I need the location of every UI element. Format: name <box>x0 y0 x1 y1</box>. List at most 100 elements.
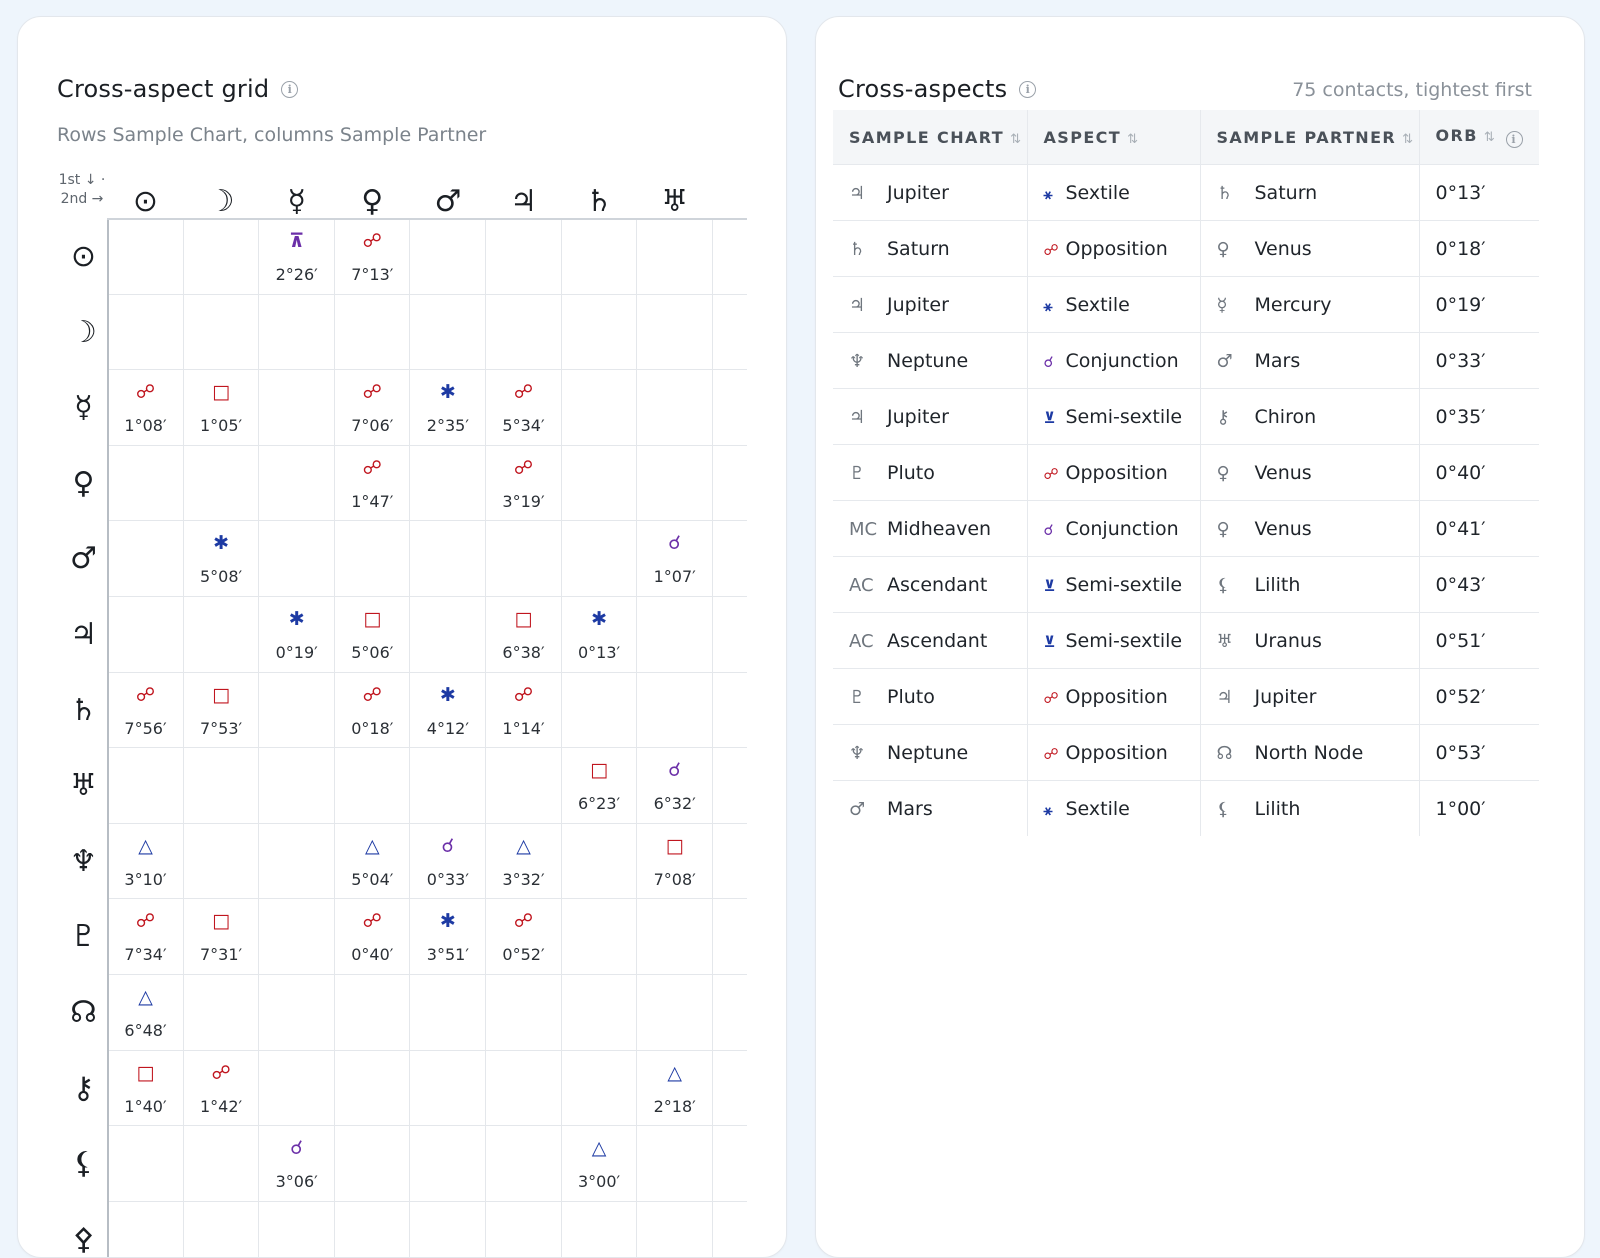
orb-cell: 0°18′ <box>1419 221 1539 277</box>
column-header-aspect[interactable]: ASPECT ⇅ <box>1027 110 1200 165</box>
aspect-cell: ⚹ Sextile <box>1027 277 1200 333</box>
aspect-cell[interactable]: ☍ 0°40′ <box>334 898 411 975</box>
sort-icon[interactable]: ⇅ <box>1010 132 1021 147</box>
opposition-icon: ☍ <box>107 380 184 404</box>
conjunction-icon: ☌ <box>409 834 486 858</box>
aspect-cell[interactable]: △ 5°04′ <box>334 823 411 900</box>
aspects-table: SAMPLE CHART ⇅ ASPECT ⇅ SAMPLE PARTNER ⇅ OR… <box>833 110 1539 836</box>
square-icon: □ <box>107 1061 184 1085</box>
table-row[interactable]: ♆ Neptune ☍ Opposition ☊ North Node 0°53′ <box>833 725 1539 781</box>
aspect-cell[interactable]: ☍ 7°06′ <box>334 369 411 446</box>
table-row[interactable]: ♃ Jupiter ⊻ Semi-sextile ⚷ Chiron 0°35′ <box>833 389 1539 445</box>
aspect-icon: ⚹ <box>1044 297 1066 315</box>
aspect-cell[interactable]: □ 1°05′ <box>183 369 260 446</box>
table-row[interactable]: ♆ Neptune ☌ Conjunction ♂ Mars 0°33′ <box>833 333 1539 389</box>
orb-cell: 0°53′ <box>1419 725 1539 781</box>
trine-icon: △ <box>334 834 411 858</box>
planet-icon: ♀ <box>1217 463 1255 484</box>
aspect-cell[interactable]: ☍ 0°52′ <box>485 898 562 975</box>
info-icon[interactable]: i <box>1019 81 1036 98</box>
table-row[interactable]: ♂ Mars ⚹ Sextile ⚸ Lilith 1°00′ <box>833 781 1539 837</box>
table-row[interactable]: AC Ascendant ⊻ Semi-sextile ⚸ Lilith 0°43′ <box>833 557 1539 613</box>
aspect-cell[interactable]: ☍ 1°08′ <box>107 369 184 446</box>
orb-value: 0°53′ <box>1436 742 1486 764</box>
column-header-sample-chart[interactable]: SAMPLE CHART ⇅ <box>833 110 1027 165</box>
aspect-cell[interactable]: ☍ 1°47′ <box>334 445 411 522</box>
sort-icon[interactable]: ⇅ <box>1484 130 1495 145</box>
square-icon: □ <box>636 834 713 858</box>
aspect-cell[interactable]: △ 3°32′ <box>485 823 562 900</box>
info-icon[interactable]: i <box>1506 131 1523 148</box>
aspect-cell[interactable]: □ 6°38′ <box>485 596 562 673</box>
aspect-cell[interactable]: ☍ 1°42′ <box>183 1050 260 1127</box>
table-row[interactable]: ♃ Jupiter ⚹ Sextile ♄ Saturn 0°13′ <box>833 165 1539 221</box>
table-row[interactable]: ♄ Saturn ☍ Opposition ♀ Venus 0°18′ <box>833 221 1539 277</box>
aspect-icon: ⚹ <box>1044 185 1066 203</box>
table-row[interactable]: ♇ Pluto ☍ Opposition ♀ Venus 0°40′ <box>833 445 1539 501</box>
aspect-cell: ☍ Opposition <box>1027 445 1200 501</box>
aspect-cell[interactable]: □ 7°31′ <box>183 898 260 975</box>
grid-row-header: ⚷ <box>61 1050 106 1127</box>
aspect-cell[interactable]: □ 1°40′ <box>107 1050 184 1127</box>
sextile-icon: ✱ <box>409 380 486 404</box>
sample-partner-cell: ☿ Mercury <box>1200 277 1419 333</box>
grid-row-header: ☽ <box>61 294 106 371</box>
aspect-icon: ⊻ <box>1044 633 1066 651</box>
aspect-cell[interactable]: ✱ 5°08′ <box>183 520 260 597</box>
aspect-orb: 0°40′ <box>334 945 411 965</box>
opposition-icon: ☍ <box>485 380 562 404</box>
planet-name: Pluto <box>887 686 935 708</box>
aspect-cell: ☌ Conjunction <box>1027 333 1200 389</box>
planet-name: Ascendant <box>887 574 987 596</box>
table-row[interactable]: ♇ Pluto ☍ Opposition ♃ Jupiter 0°52′ <box>833 669 1539 725</box>
aspect-cell[interactable]: ☌ 6°32′ <box>636 747 713 824</box>
sort-icon[interactable]: ⇅ <box>1127 132 1138 147</box>
table-row[interactable]: AC Ascendant ⊻ Semi-sextile ♅ Uranus 0°51′ <box>833 613 1539 669</box>
grid-row-header: ⚴ <box>61 1201 106 1258</box>
aspect-cell[interactable]: △ 2°18′ <box>636 1050 713 1127</box>
aspect-cell[interactable]: ✱ 0°13′ <box>561 596 638 673</box>
planet-icon: ⚸ <box>1217 575 1255 596</box>
info-icon[interactable]: i <box>281 81 298 98</box>
aspect-orb: 6°38′ <box>485 643 562 663</box>
aspect-cell[interactable]: ⊼ 2°26′ <box>258 218 335 295</box>
aspect-cell[interactable]: ☍ 1°14′ <box>485 672 562 749</box>
aspect-cell[interactable]: ☍ 7°56′ <box>107 672 184 749</box>
aspect-cell[interactable]: △ 6°48′ <box>107 974 184 1051</box>
aspects-table-body: ♃ Jupiter ⚹ Sextile ♄ Saturn 0°13′ ♄ Saturn ☍ Oppo… <box>833 165 1539 837</box>
sort-icon[interactable]: ⇅ <box>1402 132 1413 147</box>
orb-cell: 0°52′ <box>1419 669 1539 725</box>
column-header-sample-partner[interactable]: SAMPLE PARTNER ⇅ <box>1200 110 1419 165</box>
aspect-cell[interactable]: □ 7°53′ <box>183 672 260 749</box>
trine-icon: △ <box>107 985 184 1009</box>
aspect-cell[interactable]: ☍ 0°18′ <box>334 672 411 749</box>
aspect-cell[interactable]: ☍ 7°34′ <box>107 898 184 975</box>
sample-chart-cell: ♃ Jupiter <box>833 389 1027 445</box>
table-row[interactable]: MC Midheaven ☌ Conjunction ♀ Venus 0°41′ <box>833 501 1539 557</box>
aspect-cell[interactable]: ☍ 7°13′ <box>334 218 411 295</box>
aspect-cell[interactable]: ☌ 0°33′ <box>409 823 486 900</box>
aspect-cell[interactable]: ✱ 2°35′ <box>409 369 486 446</box>
planet-name: Neptune <box>887 742 968 764</box>
aspect-orb: 4°12′ <box>409 719 486 739</box>
aspect-cell[interactable]: □ 5°06′ <box>334 596 411 673</box>
orb-value: 0°43′ <box>1436 574 1486 596</box>
column-header-orb[interactable]: ORB ⇅ i <box>1419 110 1539 165</box>
aspect-orb: 7°06′ <box>334 416 411 436</box>
aspect-cell[interactable]: ✱ 0°19′ <box>258 596 335 673</box>
aspect-cell[interactable]: ✱ 4°12′ <box>409 672 486 749</box>
aspect-cell[interactable]: □ 7°08′ <box>636 823 713 900</box>
orb-cell: 1°00′ <box>1419 781 1539 837</box>
aspect-orb: 7°53′ <box>183 719 260 739</box>
aspect-cell[interactable]: ☍ 5°34′ <box>485 369 562 446</box>
aspect-cell[interactable]: ☍ 3°19′ <box>485 445 562 522</box>
aspect-cell[interactable]: ☌ 3°06′ <box>258 1125 335 1202</box>
aspect-cell[interactable]: ✱ 3°51′ <box>409 898 486 975</box>
table-row[interactable]: ♃ Jupiter ⚹ Sextile ☿ Mercury 0°19′ <box>833 277 1539 333</box>
aspect-cell[interactable]: △ 3°00′ <box>561 1125 638 1202</box>
aspect-orb: 5°04′ <box>334 870 411 890</box>
aspect-cell[interactable]: □ 6°23′ <box>561 747 638 824</box>
sample-chart-cell: MC Midheaven <box>833 501 1027 557</box>
aspect-cell[interactable]: △ 3°10′ <box>107 823 184 900</box>
aspect-cell[interactable]: ☌ 1°07′ <box>636 520 713 597</box>
